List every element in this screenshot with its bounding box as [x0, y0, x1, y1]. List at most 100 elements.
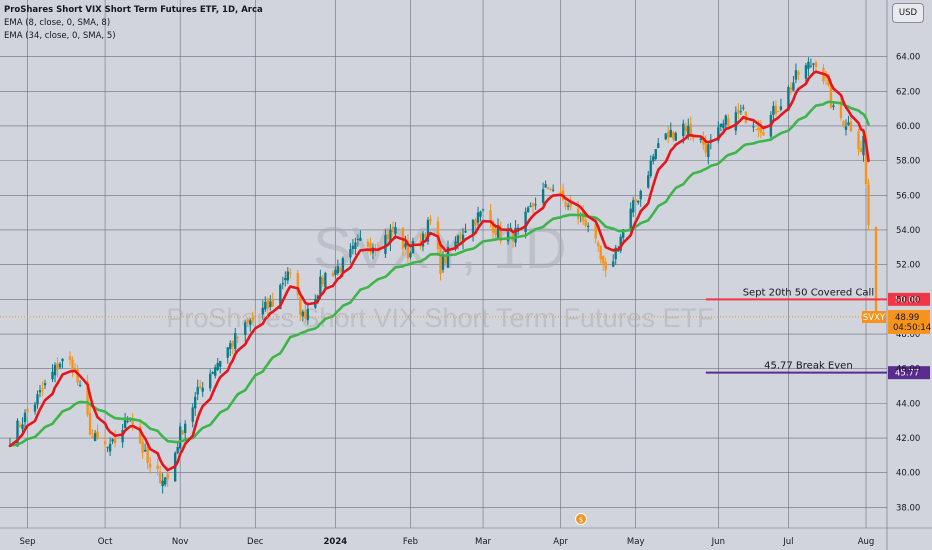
candle	[43, 379, 47, 389]
candle-body	[158, 471, 162, 483]
candle	[859, 140, 863, 153]
time-tick-label: Nov	[172, 537, 189, 547]
candle	[777, 110, 780, 112]
horizontal-lines: Sept 20th 50 Covered Call 50.00 45.77 Brea…	[705, 287, 930, 380]
candle-body	[787, 87, 790, 111]
candle-body	[261, 307, 264, 315]
candle-body	[88, 413, 92, 435]
candle-body	[23, 412, 27, 423]
candle	[123, 412, 127, 429]
currency-button[interactable]: USD	[892, 3, 924, 23]
candle-body	[229, 343, 232, 349]
candle-body	[754, 129, 758, 131]
candle-body	[844, 126, 848, 130]
candle-body	[479, 211, 482, 217]
candle	[612, 254, 615, 268]
candle-body	[722, 123, 725, 128]
candle	[324, 271, 327, 288]
candle-body	[51, 371, 54, 380]
legend-ema8[interactable]: EMA (8, close, 0, SMA, 8)	[4, 18, 111, 28]
candle	[191, 403, 194, 428]
candle-body	[739, 111, 743, 113]
candle-body	[146, 446, 149, 463]
candle-body	[306, 308, 310, 321]
candle-body	[689, 123, 692, 135]
candle	[214, 364, 217, 379]
candle	[619, 233, 622, 254]
time-axis[interactable]: Sep Oct Nov Dec 2024 Feb Mar Apr May Jun Jul Aug	[19, 537, 874, 547]
price-axis[interactable]: 38.00 40.00 42.00 44.00 46.00 48.00 50.00 52.00…	[896, 53, 920, 514]
candle-body	[551, 189, 555, 191]
candle-body	[113, 437, 117, 444]
candles	[8, 57, 878, 494]
candle	[36, 390, 39, 409]
candle-body	[178, 426, 182, 449]
candle	[471, 219, 475, 242]
candle	[389, 224, 392, 251]
watermark-name: ProShares Short VIX Short Term Futures E…	[166, 303, 713, 333]
candle	[161, 473, 164, 494]
candle	[386, 228, 390, 245]
candle-body	[391, 226, 395, 232]
candle	[634, 198, 637, 203]
event-marker[interactable]: $	[575, 513, 587, 525]
candle	[68, 351, 72, 366]
candle	[106, 446, 109, 453]
candle-body	[214, 367, 217, 376]
candle-body	[692, 137, 695, 139]
candle-body	[26, 408, 29, 413]
price-tick-label: 40.00	[896, 469, 920, 479]
candle-body	[614, 247, 617, 260]
candle	[702, 131, 705, 151]
candle-body	[394, 227, 397, 235]
candle-body	[444, 255, 447, 264]
candle	[461, 228, 465, 250]
candle	[369, 237, 372, 256]
candle	[234, 328, 237, 353]
candle	[531, 202, 535, 214]
candle	[426, 217, 430, 245]
price-tick-label: 64.00	[896, 53, 920, 63]
candle-body	[266, 298, 269, 309]
candle-body	[389, 229, 392, 244]
candle-body	[814, 62, 818, 67]
candle	[334, 266, 337, 279]
candle	[774, 100, 778, 117]
candle-body	[281, 283, 284, 285]
candle-body	[384, 235, 387, 254]
candle-body	[196, 387, 199, 395]
candle-body	[847, 122, 850, 126]
candle-body	[183, 423, 187, 434]
candle	[599, 245, 602, 264]
candle	[867, 178, 870, 231]
candle-body	[639, 190, 642, 200]
candle	[196, 379, 199, 400]
legend-ema34[interactable]: EMA (34, close, 0, SMA, 5)	[4, 31, 116, 41]
candle-body	[56, 363, 59, 370]
candle	[183, 420, 187, 440]
candle	[541, 182, 545, 206]
candle-body	[734, 112, 738, 131]
candle	[654, 148, 657, 161]
candle-body	[797, 71, 800, 76]
candle-body	[789, 87, 793, 90]
candle	[163, 476, 167, 487]
candle	[261, 300, 264, 320]
candle-body	[534, 204, 537, 206]
candle	[296, 269, 300, 300]
candle	[96, 424, 99, 440]
candle-body	[279, 284, 282, 310]
candle	[464, 223, 467, 234]
candle	[113, 429, 117, 448]
candle-body	[727, 118, 730, 127]
candle-body	[191, 407, 194, 422]
candle	[832, 103, 835, 111]
candle	[244, 320, 247, 342]
candle-body	[126, 420, 129, 422]
candle	[727, 114, 730, 128]
candle	[331, 270, 335, 277]
candle	[514, 219, 517, 247]
candle-body	[604, 261, 607, 271]
